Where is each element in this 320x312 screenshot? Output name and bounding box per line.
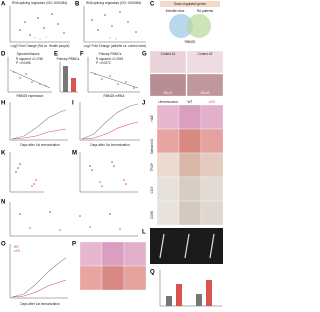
image-label: RA #1 [164,91,173,95]
stat: R squared =0.1760 [16,57,43,61]
axis [7,57,52,93]
stat: R squared =0.2915 [96,57,123,61]
row-label: TRAP [150,163,154,172]
panel-label: M [72,151,77,157]
row-label: H&E [150,115,154,122]
panel-o: O WT cKO Days after 1st immunization [1,242,68,306]
panel-label: J [142,101,145,107]
row-label: CD68 [150,211,154,219]
points [19,13,65,36]
panel-a: A RNA splicing regulators (GO: 0043484) … [1,1,70,48]
panel-label: E [54,52,58,58]
histology-grid [156,104,224,226]
panel-label: F [80,52,84,58]
panel-e: E Primary PBMCs [54,52,80,93]
panel-label: C [150,2,155,8]
image-label: Control #1 [161,52,176,56]
row-label: CD3 [150,187,154,194]
panel-j: J Unimmunized WT cKO H&E Safranin O TRAP… [142,100,224,226]
panel-k: K [1,151,44,193]
panel-m: M [72,151,138,193]
x-label: Days after 1st immunization [20,302,60,306]
panel-label: P [72,242,76,248]
axis [9,102,68,141]
panel-title: RNA splicing regulators (GO: 0043484) [86,1,141,5]
x-label: RBM25 expression [17,94,44,98]
venn-circle [187,14,211,38]
axis [83,6,146,43]
column-label: WT [188,100,193,104]
axis [9,244,68,299]
venn-circle [169,14,193,38]
panel-label: N [1,200,5,206]
panel-q: Q [150,270,222,307]
venn-center: RBM25 [185,40,196,44]
axis [79,102,140,141]
panel-label: O [1,242,6,248]
panel-d: D Synovial tissues R squared =0.1760 P =… [1,52,52,98]
panel-label: A [1,2,6,8]
image-label: RA #2 [201,91,210,95]
x-label: Days after 1st immunization [20,143,60,147]
panel-label: K [1,151,6,157]
panel-n: N [1,200,138,237]
panel-c: C Down-regulated genes Infantile mice RA… [150,1,220,44]
venn-label: RA patients [197,9,214,13]
column-label: cKO [209,100,216,104]
panel-g: G Control #1 Control #2 RA #1 RA #2 [142,50,224,97]
column-label: Unimmunized [158,100,178,104]
panel-b: B RNA splicing regulators (GO: 0043484) … [75,1,146,48]
panel-label: G [142,52,147,58]
axis [79,152,138,193]
legend-entry: cKO [14,249,21,253]
axis [9,6,70,43]
image-label: Control #2 [198,52,213,56]
panel-label: Q [150,270,155,276]
panel-label: L [142,230,146,236]
panel-label: B [75,2,80,8]
panel-title: Synovial tissues [17,52,40,56]
stat: P =0.0072 [96,61,111,65]
axis [9,152,44,193]
panel-title: Down-regulated genes [174,2,206,6]
panel-l: L [142,228,223,264]
figure: A RNA splicing regulators (GO: 0043484) … [1,1,224,307]
title-box [160,1,220,7]
panel-f: F Primary PBMCs R squared =0.2915 P =0.0… [80,52,140,98]
row-label: Safranin O [150,138,154,154]
x-label: Log2 Fold Change (arthritis vs. control … [84,44,147,48]
x-label: Days after 1st immunization [90,143,130,147]
venn-label: Infantile mice [166,9,185,13]
stat: P =0.0496 [16,61,31,65]
panel-title: Primary PBMCs [57,57,80,61]
panel-h: H Days after 1st immunization [1,101,68,147]
x-label: Log2 Fold Change (RA vs. Health people) [10,44,69,48]
panel-p: P [72,242,147,291]
axis [87,57,140,93]
panel-title: RNA splicing regulators (GO: 0043484) [12,1,67,5]
panel-label: H [1,101,5,107]
panel-label: D [1,52,6,58]
panel-title: Primary PBMCs [99,52,122,56]
x-label: RBM25 mRNA [104,94,126,98]
axis [9,202,138,237]
panel-i: I Days after 1st immunization [72,101,140,147]
legend-entry: WT [14,245,19,249]
panel-label: I [72,101,74,107]
